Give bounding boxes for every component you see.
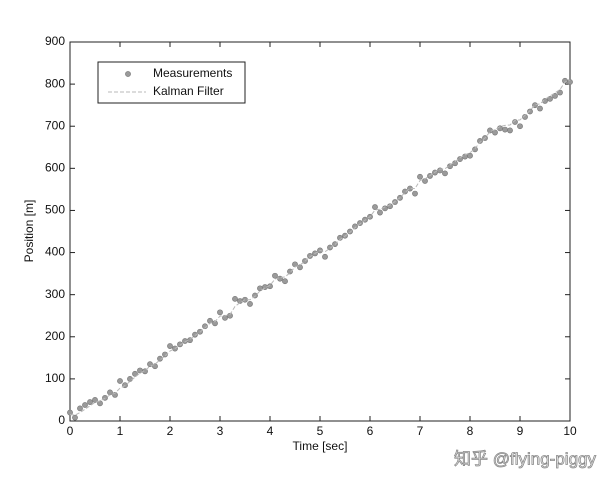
kalman-line (69, 79, 571, 416)
watermark: 知乎 @flying-piggy (454, 449, 596, 468)
measurement-point (272, 272, 278, 279)
y-tick-label: 800 (45, 76, 65, 90)
measurement-point (537, 105, 543, 112)
measurement-point (322, 253, 328, 260)
y-tick-label: 600 (45, 161, 65, 175)
measurement-point (507, 127, 513, 134)
measurement-point (192, 331, 198, 338)
measurement-point (177, 341, 183, 348)
legend-label: Measurements (153, 66, 232, 80)
measurement-point (442, 170, 448, 177)
measurement-point (217, 309, 223, 316)
y-tick-label: 300 (45, 287, 65, 301)
x-tick-label: 8 (467, 424, 474, 438)
measurement-point (97, 400, 103, 407)
measurement-point (347, 228, 353, 235)
measurement-point (557, 89, 563, 96)
x-tick-label: 4 (267, 424, 274, 438)
measurement-point (157, 355, 163, 362)
x-tick-label: 10 (563, 424, 577, 438)
measurement-point (202, 323, 208, 330)
measurement-point (282, 278, 288, 285)
measurement-point (92, 397, 98, 403)
x-tick-label: 9 (517, 424, 524, 438)
x-tick-label: 6 (367, 424, 374, 438)
y-tick-label: 200 (45, 329, 65, 343)
measurement-point (477, 138, 483, 144)
measurement-point (527, 108, 533, 115)
x-tick-label: 7 (417, 424, 424, 438)
measurement-point (107, 389, 113, 396)
y-axis-label: Position [m] (22, 200, 36, 263)
measurement-point (327, 244, 333, 251)
measurement-point (227, 312, 233, 319)
measurement-point (467, 152, 473, 159)
measurement-point (72, 414, 78, 421)
x-tick-label: 2 (167, 424, 174, 438)
measurement-point (167, 343, 173, 349)
x-tick-label: 5 (317, 424, 324, 438)
measurement-point (287, 268, 293, 275)
y-tick-label: 0 (58, 413, 65, 427)
measurement-point (472, 146, 478, 153)
legend-marker (125, 71, 131, 77)
measurement-point (497, 125, 503, 132)
measurement-point (417, 173, 423, 180)
y-tick-label: 900 (45, 34, 65, 48)
x-tick-label: 0 (67, 424, 74, 438)
measurement-point (127, 375, 133, 382)
measurement-point (352, 223, 358, 230)
y-tick-label: 400 (45, 245, 65, 259)
legend-box (97, 61, 246, 104)
measurement-point (247, 301, 253, 307)
measurement-point (377, 209, 383, 216)
measurement-point (542, 98, 548, 104)
measurement-point (372, 204, 378, 210)
y-tick-label: 700 (45, 118, 65, 132)
legend-label: Kalman Filter (153, 84, 224, 98)
measurement-point (232, 295, 238, 302)
measurement-point (552, 93, 558, 99)
y-tick-label: 100 (45, 371, 65, 385)
measurement-point (547, 95, 553, 102)
measurement-point (82, 402, 88, 408)
measurement-point (87, 399, 93, 405)
measurement-point (212, 320, 218, 327)
measurement-point (237, 298, 243, 304)
measurement-point (77, 405, 83, 412)
measurement-point (517, 123, 523, 130)
measurement-point (457, 156, 463, 162)
measurement-point (522, 114, 528, 120)
measurement-point (492, 129, 498, 136)
measurement-point (502, 126, 508, 133)
x-tick-label: 3 (217, 424, 224, 438)
measurement-point (512, 119, 518, 125)
x-tick-label: 1 (117, 424, 124, 438)
measurement-point (412, 190, 418, 197)
measurement-point (132, 370, 138, 377)
y-tick-label: 500 (45, 203, 65, 217)
measurement-point (162, 351, 168, 358)
measurement-point (447, 163, 453, 170)
measurement-point (117, 378, 123, 384)
measurement-point (307, 253, 313, 259)
measurement-point (402, 188, 408, 195)
x-axis-label: Time [sec] (293, 439, 348, 453)
